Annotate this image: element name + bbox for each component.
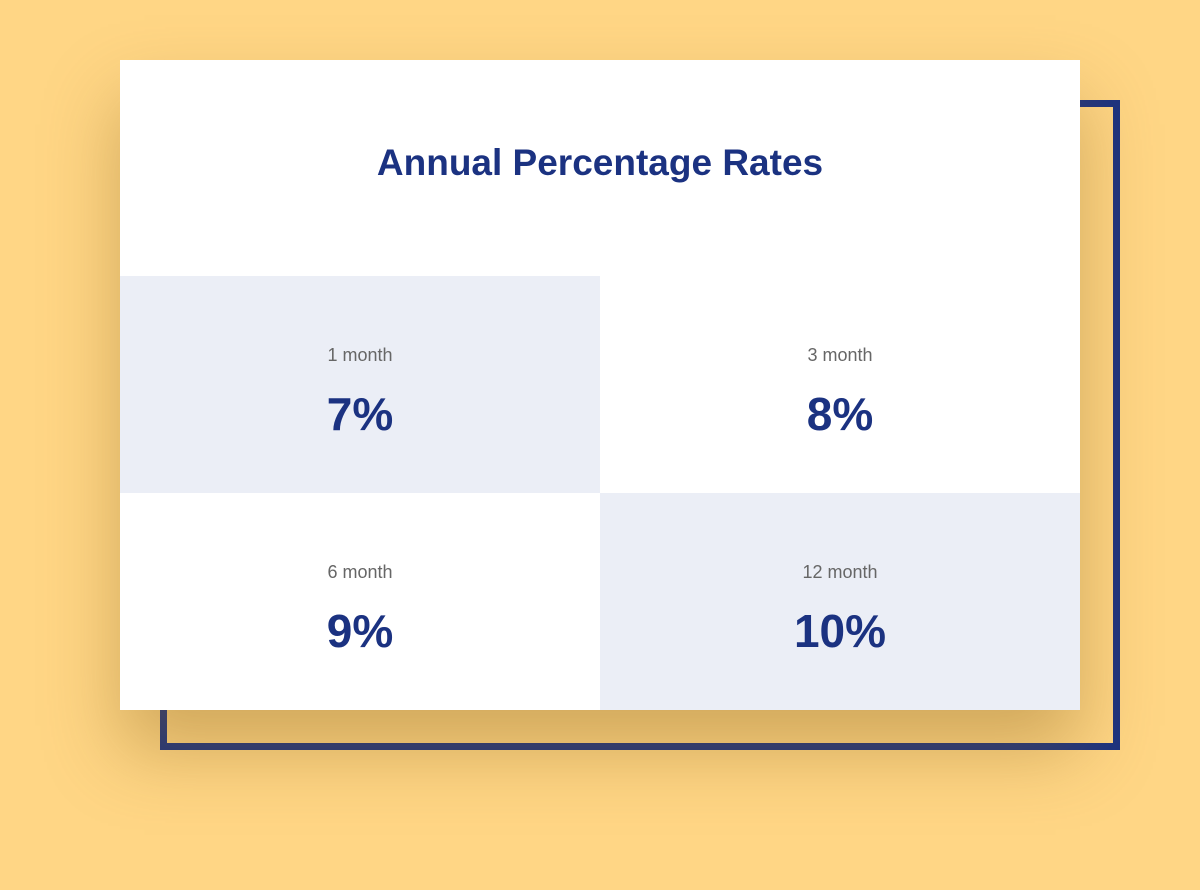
rate-value: 10% — [793, 605, 887, 657]
rate-value: 9% — [326, 605, 394, 657]
term-label: 6 month — [327, 562, 393, 582]
rate-cell-12-month: 12 month 10% — [600, 493, 1080, 710]
card-title: Annual Percentage Rates — [376, 142, 824, 183]
term-label: 3 month — [807, 345, 873, 365]
rate-cell-3-month: 3 month 8% — [600, 276, 1080, 493]
term-label: 1 month — [327, 345, 393, 365]
rate-value: 8% — [806, 388, 874, 440]
term-label: 12 month — [802, 562, 878, 582]
rate-cell-6-month: 6 month 9% — [120, 493, 600, 710]
rate-value: 7% — [326, 388, 394, 440]
rates-card: Annual Percentage Rates 1 month 7% 3 mon… — [120, 60, 1080, 710]
rates-grid: 1 month 7% 3 month 8% 6 month 9% 12 mont… — [120, 276, 1080, 710]
rate-cell-1-month: 1 month 7% — [120, 276, 600, 493]
